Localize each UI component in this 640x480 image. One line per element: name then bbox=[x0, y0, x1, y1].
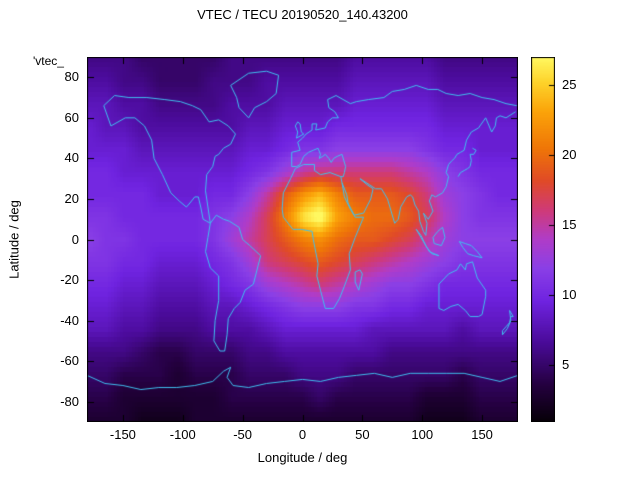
colorbar-tick-label: 5 bbox=[562, 357, 570, 372]
colorbar-tick-label: 10 bbox=[562, 287, 577, 302]
y-tick-label: -80 bbox=[60, 393, 79, 409]
x-tick-label: 150 bbox=[471, 427, 493, 442]
y-tick-label: -60 bbox=[60, 353, 79, 369]
series-key-label: 'vtec_ bbox=[33, 54, 64, 68]
y-tick-label: -20 bbox=[60, 272, 79, 288]
y-tick-label: -40 bbox=[60, 312, 79, 328]
y-tick-label: 80 bbox=[64, 69, 79, 85]
y-tick-label: 60 bbox=[64, 109, 79, 125]
chart-title: VTEC / TECU 20190520_140.43200 bbox=[197, 7, 408, 22]
vtec-heatmap-canvas bbox=[87, 57, 518, 422]
colorbar bbox=[531, 57, 555, 422]
x-tick-label: -150 bbox=[109, 427, 136, 442]
y-tick-label: 40 bbox=[64, 150, 79, 166]
x-tick-label: -50 bbox=[233, 427, 253, 442]
x-tick-label: 0 bbox=[298, 427, 307, 442]
y-axis-title: Latitude / deg bbox=[6, 200, 22, 279]
colorbar-tick-label: 25 bbox=[562, 77, 577, 92]
y-tick-label: 0 bbox=[71, 231, 79, 247]
y-tick-label: 20 bbox=[64, 190, 79, 206]
x-tick-label: 50 bbox=[355, 427, 370, 442]
x-tick-label: -100 bbox=[169, 427, 196, 442]
x-tick-label: 100 bbox=[411, 427, 434, 442]
colorbar-tick-label: 15 bbox=[562, 217, 577, 232]
colorbar-tick-label: 20 bbox=[562, 147, 577, 162]
x-axis-title: Longitude / deg bbox=[257, 450, 348, 465]
